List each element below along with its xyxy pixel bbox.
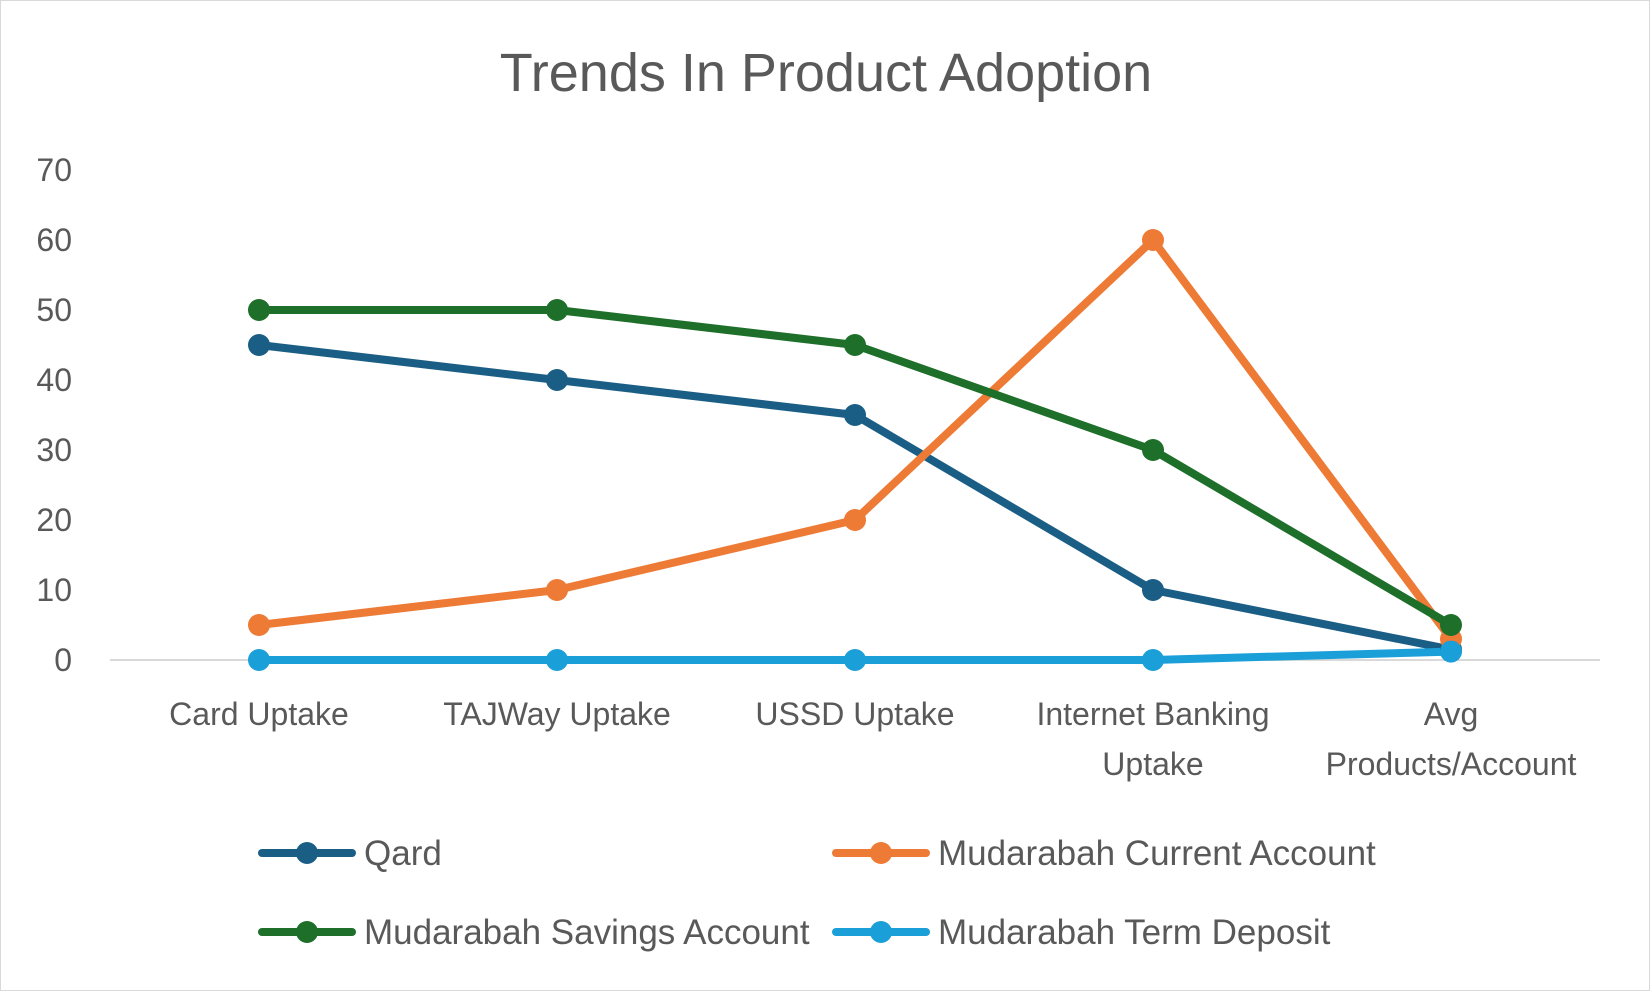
y-tick-label: 0 bbox=[54, 642, 72, 678]
legend-label: Mudarabah Savings Account bbox=[364, 913, 810, 952]
series-markers bbox=[248, 229, 1462, 671]
y-tick-label: 60 bbox=[36, 222, 72, 258]
x-tick-label: Products/Account bbox=[1326, 746, 1577, 782]
x-axis-labels: Card Uptake TAJWay Uptake USSD Uptake Inter… bbox=[169, 696, 1576, 782]
data-point bbox=[1142, 439, 1164, 461]
legend-item: Qard bbox=[258, 834, 442, 873]
y-tick-label: 30 bbox=[36, 432, 72, 468]
y-tick-label: 20 bbox=[36, 502, 72, 538]
series-line bbox=[255, 306, 1455, 629]
data-point bbox=[1440, 614, 1462, 636]
legend-item: Mudarabah Current Account bbox=[832, 834, 1376, 873]
legend-label: Mudarabah Term Deposit bbox=[938, 913, 1331, 952]
y-tick-label: 40 bbox=[36, 362, 72, 398]
x-tick-label: Avg bbox=[1424, 696, 1479, 732]
data-point bbox=[844, 334, 866, 356]
x-tick-label: TAJWay Uptake bbox=[443, 696, 671, 732]
legend-marker bbox=[296, 921, 318, 943]
data-point bbox=[248, 614, 270, 636]
data-point bbox=[844, 509, 866, 531]
data-point bbox=[1142, 579, 1164, 601]
chart-title: Trends In Product Adoption bbox=[499, 43, 1153, 103]
legend-item: Mudarabah Term Deposit bbox=[832, 913, 1331, 952]
legend-label: Mudarabah Current Account bbox=[938, 834, 1376, 873]
data-point bbox=[844, 404, 866, 426]
data-point bbox=[546, 579, 568, 601]
series-line bbox=[255, 236, 1455, 643]
legend-marker bbox=[870, 921, 892, 943]
data-point bbox=[844, 649, 866, 671]
legend-item: Mudarabah Savings Account bbox=[258, 913, 810, 952]
legend: Qard Mudarabah Current Account Mudarabah S… bbox=[258, 834, 1376, 952]
y-axis-ticks: 0 10 20 30 40 50 60 70 bbox=[36, 152, 72, 678]
data-point bbox=[248, 334, 270, 356]
legend-label: Qard bbox=[364, 834, 442, 873]
data-point bbox=[1142, 229, 1164, 251]
y-tick-label: 10 bbox=[36, 572, 72, 608]
data-point bbox=[546, 369, 568, 391]
x-tick-label: Uptake bbox=[1102, 746, 1203, 782]
data-point bbox=[546, 649, 568, 671]
data-point bbox=[248, 649, 270, 671]
data-point bbox=[1440, 640, 1462, 663]
series-lines bbox=[255, 236, 1455, 664]
data-point bbox=[1142, 649, 1164, 671]
legend-marker bbox=[870, 842, 892, 864]
x-tick-label: USSD Uptake bbox=[755, 696, 954, 732]
data-point bbox=[248, 299, 270, 321]
x-tick-label: Card Uptake bbox=[169, 696, 349, 732]
x-tick-label: Internet Banking bbox=[1036, 696, 1269, 732]
legend-marker bbox=[296, 842, 318, 864]
data-point bbox=[546, 299, 568, 321]
y-tick-label: 70 bbox=[36, 152, 72, 188]
y-tick-label: 50 bbox=[36, 292, 72, 328]
